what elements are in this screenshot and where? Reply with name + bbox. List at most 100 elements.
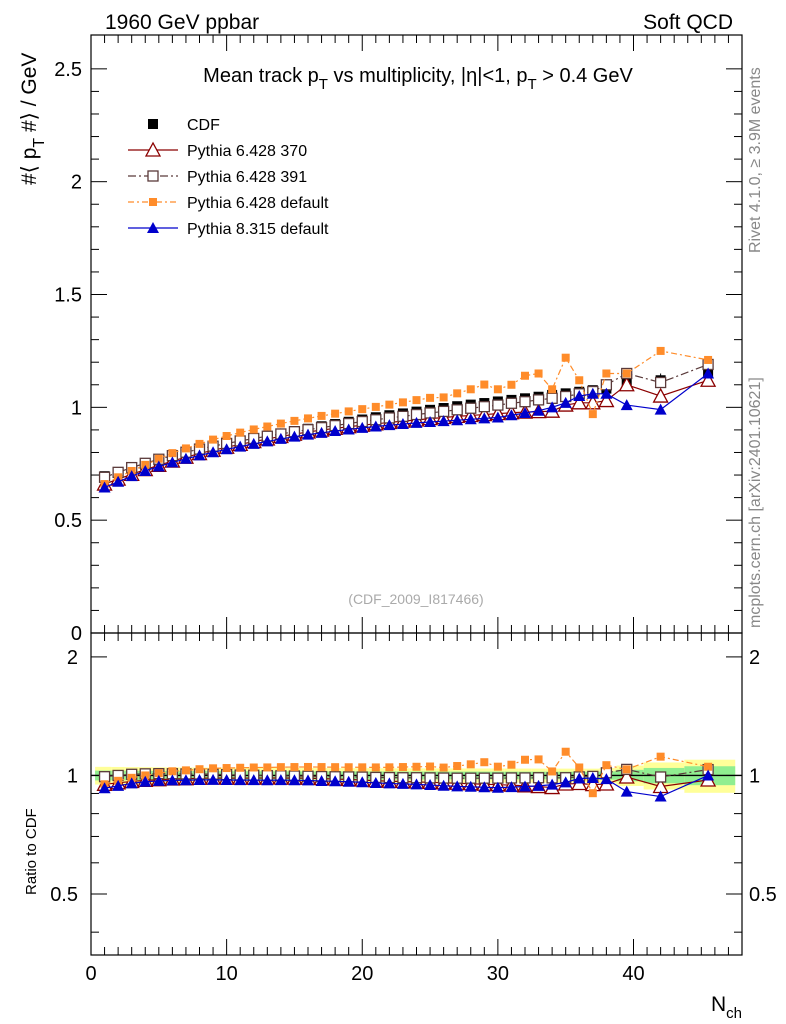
data-point	[207, 446, 220, 458]
y-tick-label: 0	[71, 623, 82, 645]
data-point	[493, 762, 502, 771]
data-point	[331, 763, 340, 772]
data-point	[519, 780, 531, 792]
data-point	[654, 403, 667, 415]
data-point	[519, 406, 531, 418]
data-point	[166, 774, 179, 786]
data-point	[412, 396, 421, 405]
data-point	[234, 774, 247, 786]
data-point	[505, 397, 518, 409]
data-point	[534, 369, 543, 378]
data-point	[654, 771, 667, 783]
ratio-y-tick-label: 0.5	[50, 884, 78, 906]
data-point	[249, 763, 258, 772]
ratio-y-tick-label: 0.5	[749, 884, 777, 906]
data-point	[600, 773, 613, 785]
data-point	[249, 425, 258, 434]
data-point	[195, 765, 204, 774]
legend-label: Pythia 6.428 370	[187, 143, 307, 160]
data-point	[465, 402, 477, 414]
ratio-y-ticks: 0.5 0.5 1 1 2 2	[50, 647, 777, 933]
data-point	[220, 443, 233, 455]
ratio-series	[96, 747, 717, 802]
data-point	[166, 456, 179, 468]
data-point	[141, 771, 150, 780]
data-point	[112, 779, 125, 791]
data-point	[426, 762, 435, 771]
legend-label: Pythia 6.428 default	[187, 195, 329, 212]
data-point	[437, 415, 450, 427]
main-series	[96, 346, 717, 493]
svg-text:#⟨ pT #⟩ / GeV: #⟨ pT #⟩ / GeV	[18, 53, 48, 185]
data-point	[437, 779, 450, 791]
ratio-y-label: Ratio to CDF	[23, 808, 40, 895]
data-point	[317, 411, 326, 420]
data-point	[532, 779, 545, 791]
data-point	[521, 755, 529, 764]
data-point	[168, 449, 177, 458]
data-point	[439, 763, 448, 772]
data-point	[236, 428, 245, 437]
data-point	[398, 398, 407, 407]
data-point	[344, 763, 353, 772]
data-point	[147, 222, 159, 233]
data-point	[559, 776, 572, 788]
data-point	[620, 785, 633, 797]
data-point	[492, 399, 504, 411]
data-point	[437, 405, 450, 418]
data-point	[154, 769, 163, 778]
data-point	[236, 763, 245, 772]
data-point	[207, 773, 220, 785]
data-point	[532, 404, 545, 416]
data-point	[505, 409, 518, 421]
data-point	[478, 412, 491, 424]
data-point	[358, 405, 367, 414]
data-point	[586, 387, 599, 399]
y-tick-label: 2.5	[54, 59, 82, 81]
data-point	[704, 355, 713, 364]
ratio-y-tick-label: 1	[749, 765, 760, 787]
header-left: 1960 GeV ppbar	[105, 11, 259, 34]
data-point	[290, 416, 299, 425]
data-point	[222, 431, 231, 440]
data-point	[424, 416, 437, 428]
data-point	[356, 421, 369, 433]
x-tick-label: 40	[622, 963, 644, 985]
data-point	[548, 767, 557, 776]
data-point	[561, 747, 570, 756]
data-point	[220, 774, 233, 786]
y-tick-label: 1	[71, 397, 82, 419]
data-point	[493, 385, 502, 394]
x-tick-label: 20	[351, 963, 373, 985]
series-line-p370	[104, 379, 709, 485]
data-point	[315, 774, 328, 786]
data-point	[317, 763, 326, 772]
data-point	[152, 774, 165, 786]
data-point	[168, 767, 177, 776]
data-point	[263, 422, 272, 431]
data-point	[329, 775, 342, 787]
data-point	[702, 769, 715, 781]
data-point	[154, 454, 163, 463]
legend: CDF Pythia 6.428 370 Pythia 6.428 391 Pythi…	[128, 117, 329, 238]
data-point	[620, 399, 633, 411]
header-right: Soft QCD	[643, 11, 733, 34]
data-point	[139, 775, 152, 787]
x-tick-labels: 0 10 20 30 40	[85, 963, 644, 985]
y-tick-label: 2	[71, 172, 82, 194]
data-point	[480, 380, 489, 389]
data-point	[396, 777, 409, 789]
legend-label: Pythia 8.315 default	[187, 221, 329, 238]
data-point	[656, 752, 665, 761]
data-point	[451, 780, 464, 792]
data-point	[598, 392, 615, 408]
data-point	[521, 371, 529, 380]
data-point	[466, 385, 475, 394]
data-point	[622, 765, 631, 774]
data-point	[358, 763, 367, 772]
y-tick-label: 1.5	[54, 285, 82, 307]
data-point	[261, 435, 274, 447]
data-point	[573, 390, 586, 402]
data-point	[622, 369, 631, 378]
ratio-line-p6def	[104, 750, 709, 795]
